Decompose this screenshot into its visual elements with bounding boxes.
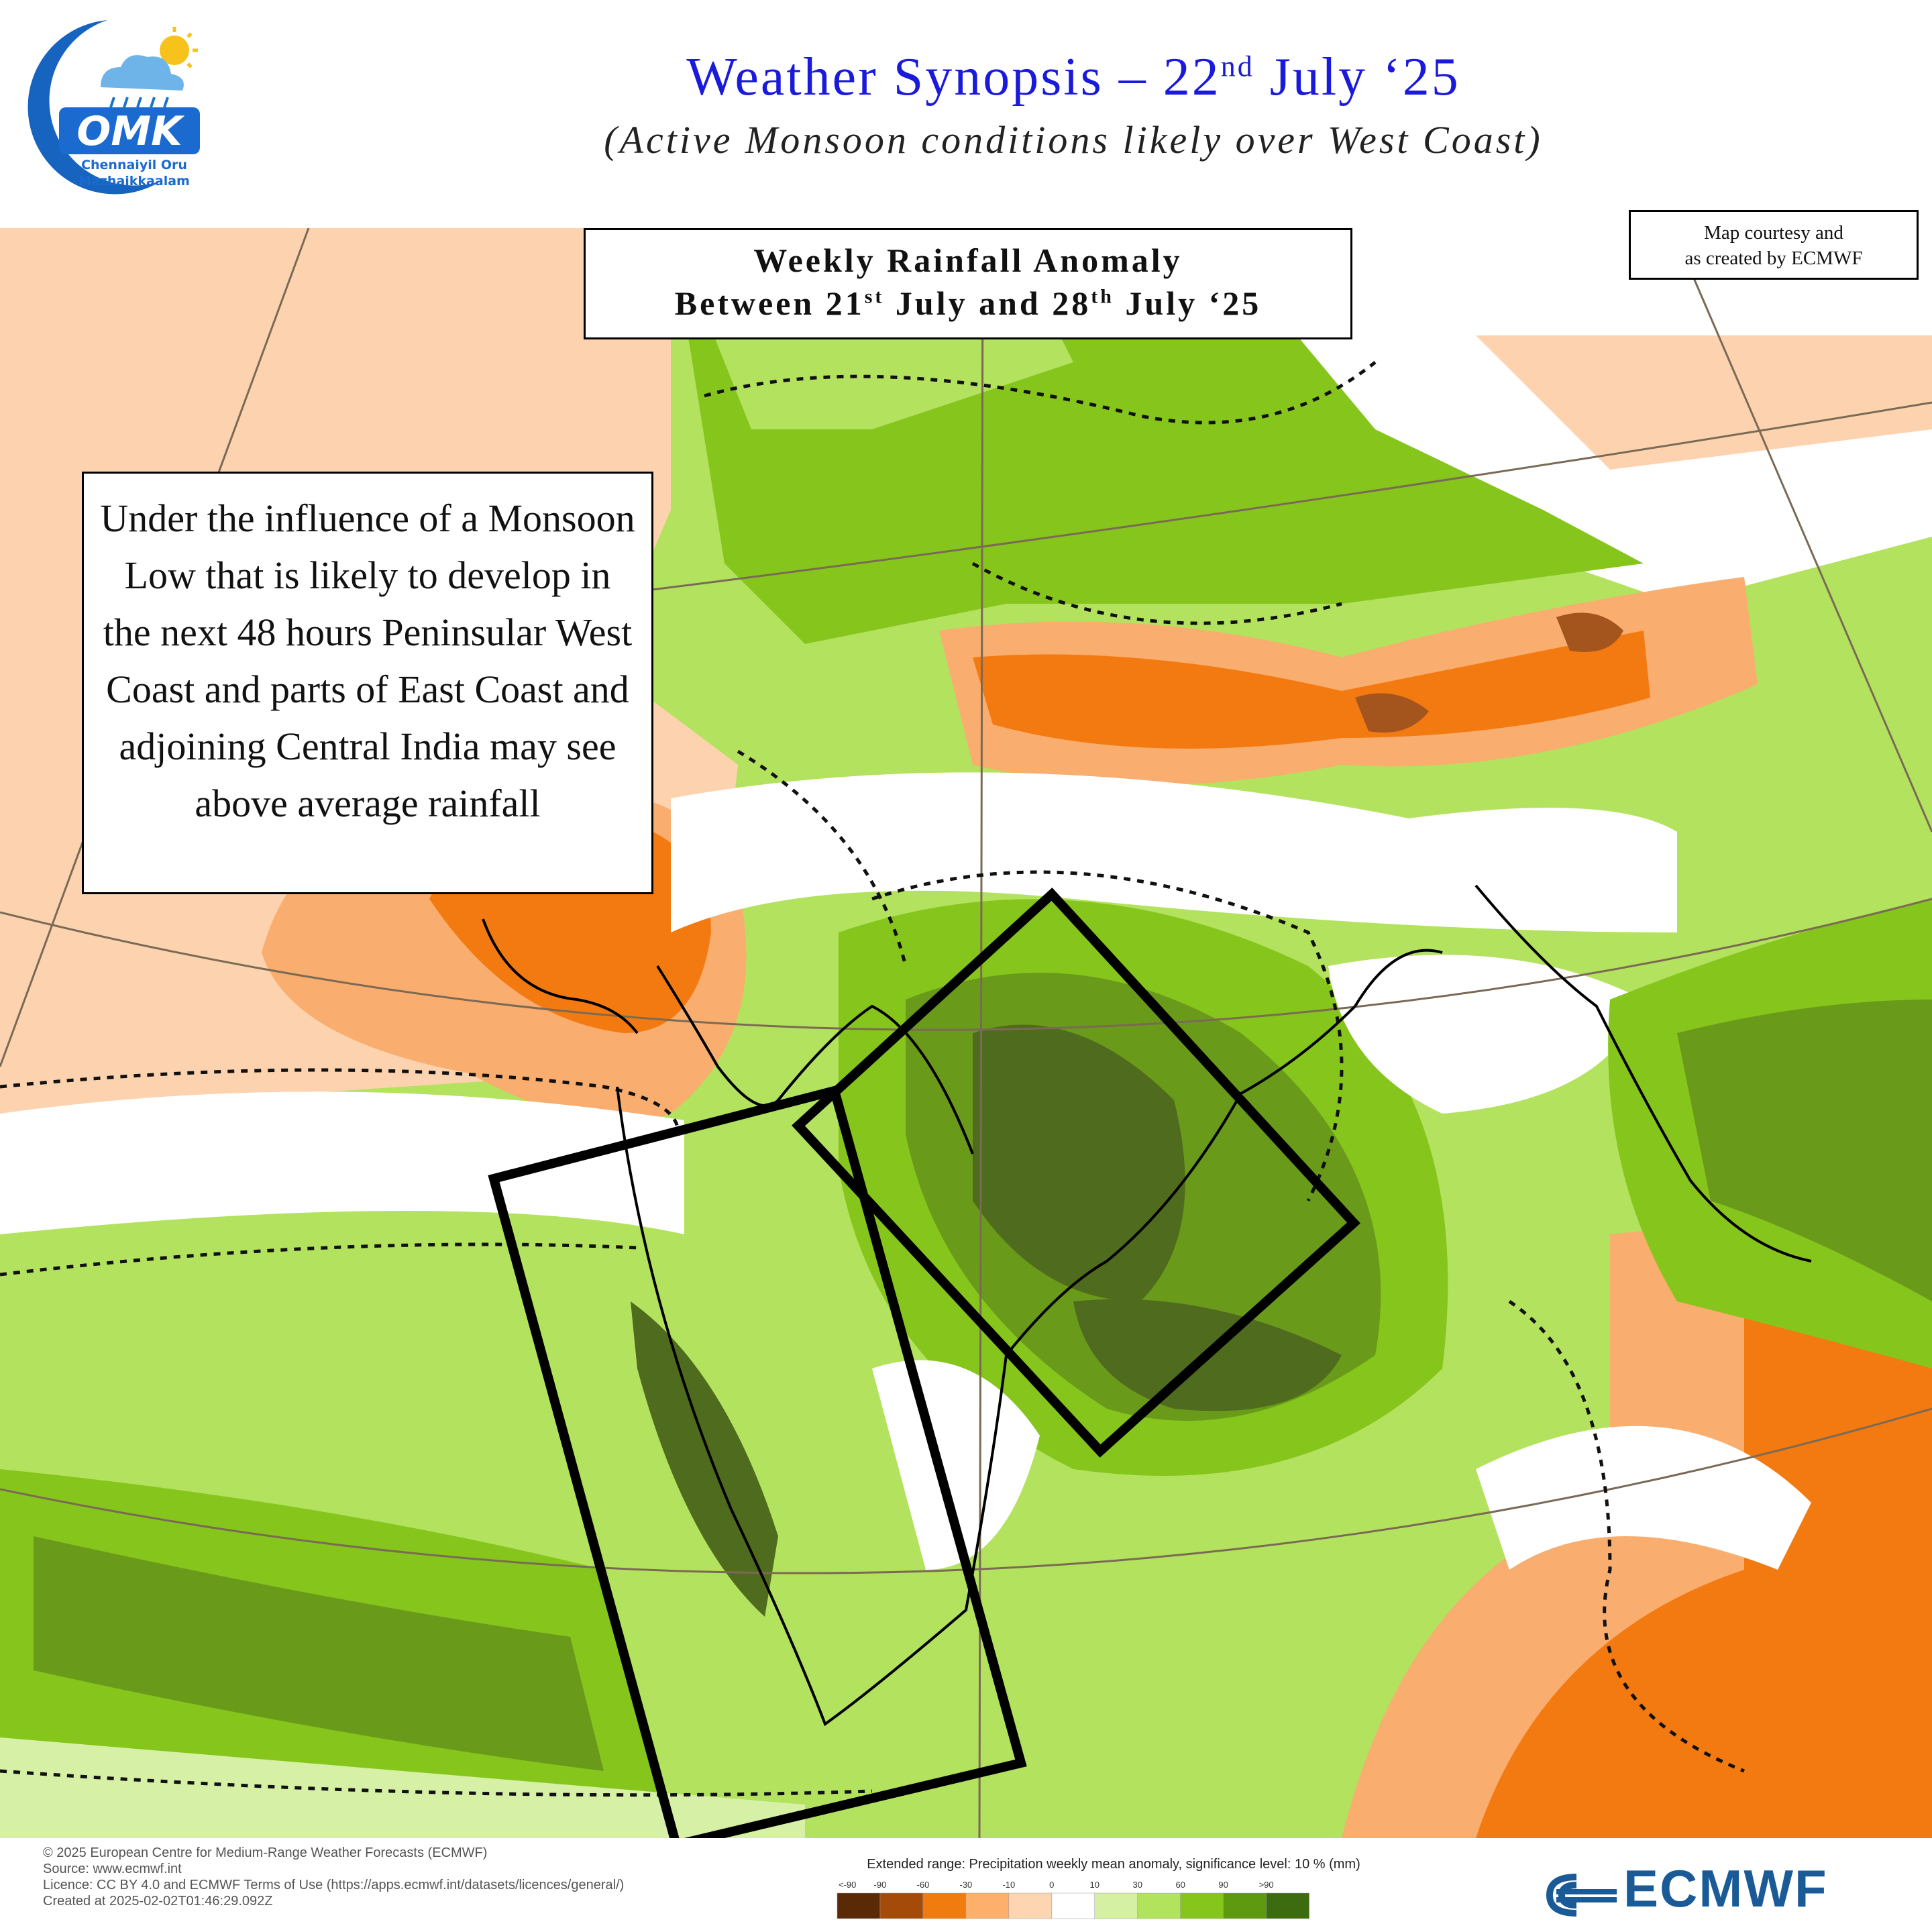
- legend-swatch: [1180, 1892, 1224, 1919]
- logo-name-line1: Chennaiyil Oru: [81, 158, 187, 172]
- logo-letters: OMK: [76, 108, 185, 155]
- legend-tick-label: -10: [1002, 1880, 1015, 1890]
- region-brown-2: [1556, 612, 1623, 652]
- ecmwf-logo-icon: [1546, 1874, 1617, 1917]
- title-main: Weather Synopsis – 22: [686, 48, 1221, 107]
- legend-swatch: [1094, 1892, 1138, 1919]
- omk-logo: OMK Chennaiyil Oru Mazhaikkaalam: [28, 20, 200, 195]
- highlight-boxes: [488, 888, 1360, 1838]
- anomaly-title-line1: Weekly Rainfall Anomaly: [753, 241, 1183, 279]
- footer-credits: © 2025 European Centre for Medium-Range …: [43, 1845, 624, 1909]
- region-green-dark-myanmar: [1677, 1000, 1932, 1301]
- anomaly-line2-b: July and 28: [884, 284, 1091, 322]
- rainfall-anomaly-map: [0, 228, 1932, 1838]
- logo-plate: [59, 107, 200, 154]
- anomaly-line2-a: Between 21: [674, 284, 865, 322]
- courtesy-line1: Map courtesy and: [1704, 222, 1843, 244]
- region-green-pale-south: [0, 1737, 805, 1838]
- footer-created: Created at 2025-02-02T01:46:29.092Z: [43, 1894, 273, 1909]
- region-brown-1: [1355, 693, 1429, 733]
- legend-swatch: [837, 1892, 881, 1919]
- legend-swatch: [1266, 1892, 1309, 1919]
- legend-swatch: [1051, 1892, 1095, 1919]
- page-subtitle: (Active Monsoon conditions likely over W…: [604, 118, 1543, 162]
- callout-box: Under the influence of a Monsoon Low tha…: [82, 472, 653, 894]
- region-orange-dark-himalaya: [973, 631, 1650, 749]
- box-west-coast: [488, 1085, 1027, 1838]
- legend-tick-label: <-90: [839, 1880, 856, 1890]
- legend-tick-label: 60: [1175, 1880, 1185, 1890]
- title-tail: July ‘25: [1254, 48, 1460, 107]
- logo-name-line2: Mazhaikkaalam: [78, 174, 190, 189]
- legend-tick-label: -90: [874, 1880, 887, 1890]
- legend-tick-label: >90: [1259, 1880, 1274, 1890]
- legend-swatch: [1008, 1892, 1053, 1919]
- legend-swatch: [1137, 1892, 1181, 1919]
- courtesy-line2: as created by ECMWF: [1684, 248, 1863, 269]
- region-olive-central: [973, 1024, 1185, 1301]
- region-white-se: [1476, 1426, 1811, 1570]
- ecmwf-brand: ECMWF: [1623, 1859, 1828, 1918]
- region-white-gangetic: [671, 772, 1677, 932]
- legend-tick-label: 90: [1218, 1880, 1228, 1890]
- anomaly-line2-sup2: th: [1091, 285, 1114, 308]
- region-olive-westcoast: [631, 1301, 778, 1617]
- legend-tick-label: 30: [1132, 1880, 1142, 1890]
- legend-swatch: [1223, 1892, 1267, 1919]
- coastline: [482, 884, 1812, 1727]
- sun-icon: [160, 36, 189, 65]
- box-east-coast-central: [792, 888, 1360, 1458]
- anomaly-title-box: Weekly Rainfall Anomaly Between 21st Jul…: [584, 228, 1352, 339]
- courtesy-box: Map courtesy and as created by ECMWF: [1629, 210, 1919, 280]
- legend-tick-label: -60: [917, 1880, 930, 1890]
- cloud-icon: [101, 55, 184, 91]
- header: [0, 0, 1932, 228]
- anomaly-line2-sup1: st: [864, 285, 885, 308]
- legend-tick-label: 10: [1090, 1880, 1099, 1890]
- legend-swatch: [879, 1892, 924, 1919]
- significance-contours: [0, 361, 1745, 1797]
- region-orange-dark-se: [1476, 1275, 1932, 1838]
- title-sup: nd: [1220, 50, 1254, 83]
- page-title: Weather Synopsis – 22nd July ‘25: [402, 47, 1744, 108]
- callout-leader-line: [656, 965, 974, 1155]
- anomaly-title-line2: Between 21st July and 28th July ‘25: [586, 284, 1350, 323]
- region-green-dark-sw: [34, 1536, 604, 1771]
- region-white-bay: [1328, 955, 1644, 1114]
- legend-swatch: [922, 1892, 967, 1919]
- legend-tick-label: -30: [959, 1880, 972, 1890]
- legend-title: Extended range: Precipitation weekly mea…: [867, 1857, 1360, 1872]
- footer-source: Source: www.ecmwf.int: [43, 1862, 182, 1876]
- footer-licence: Licence: CC BY 4.0 and ECMWF Terms of Us…: [43, 1878, 625, 1892]
- legend-colorbar: <-90 -90 -60 -30 -10 0 10 30 60 90 >90: [837, 1880, 1309, 1919]
- region-peach-ne: [1476, 335, 1932, 470]
- legend-swatch: [965, 1892, 1010, 1919]
- region-white-band-west: [0, 1091, 684, 1234]
- anomaly-line2-c: July ‘25: [1114, 284, 1262, 322]
- legend-tick-label: 0: [1049, 1880, 1054, 1890]
- footer-copyright: © 2025 European Centre for Medium-Range …: [43, 1845, 488, 1860]
